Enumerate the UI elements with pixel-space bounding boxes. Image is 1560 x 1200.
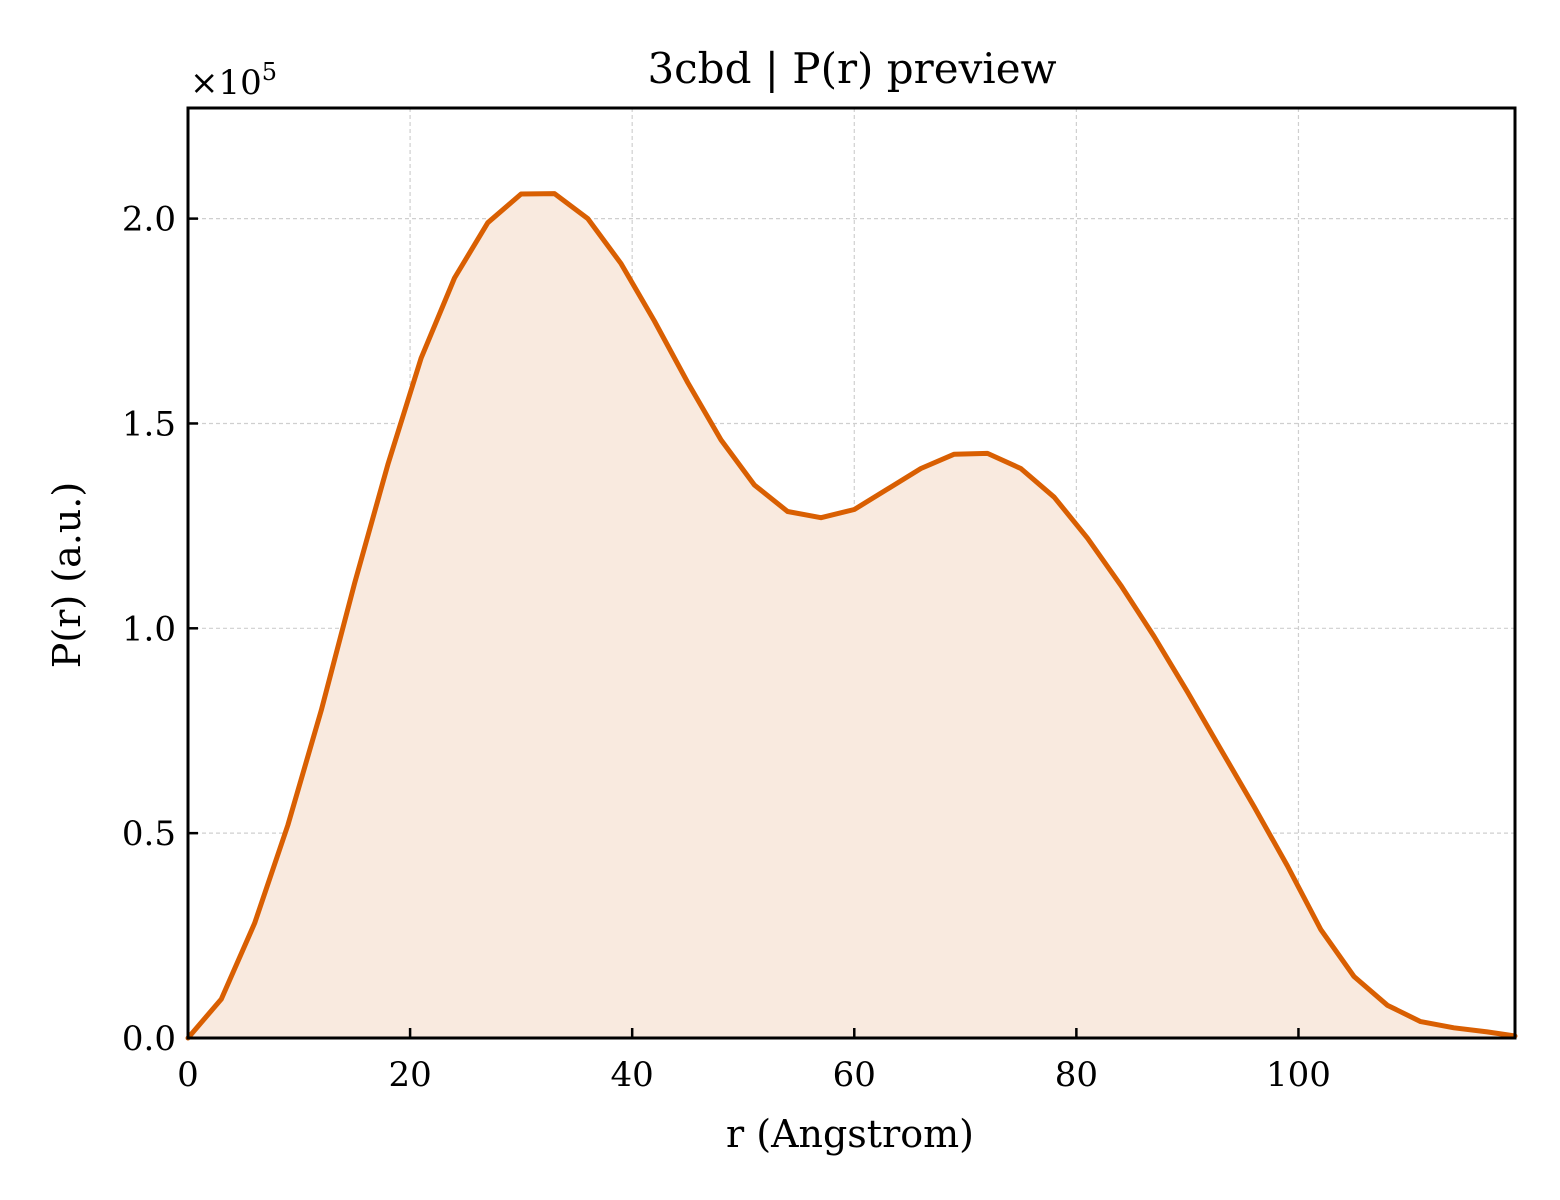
y-tick-label: 1.5: [122, 404, 176, 444]
x-ticks: 0 20 40 60 80 100: [177, 1028, 1331, 1095]
x-tick-label: 80: [1055, 1055, 1098, 1095]
plot-frame: [186, 106, 1517, 1040]
x-tick-label: 60: [833, 1055, 876, 1095]
x-tick-label: 100: [1266, 1055, 1331, 1095]
y-tick-label: 0.5: [122, 814, 176, 854]
y-multiplier-base: ×10: [190, 63, 262, 103]
x-tick-label: 40: [611, 1055, 654, 1095]
area-fill: [188, 193, 1515, 1039]
y-multiplier: ×105: [190, 58, 277, 103]
chart-title: 3cbd | P(r) preview: [647, 44, 1056, 93]
y-axis-label: P(r) (a.u.): [45, 482, 89, 668]
y-tick-label: 1.0: [122, 609, 176, 649]
x-axis-label: r (Angstrom): [726, 1112, 974, 1156]
x-tick-label: 20: [388, 1055, 431, 1095]
y-tick-label: 0.0: [122, 1019, 176, 1059]
series-line: [185, 191, 1518, 1041]
x-tick-label: 0: [177, 1055, 199, 1095]
y-ticks: 0.0 0.5 1.0 1.5 2.0: [122, 200, 198, 1059]
y-multiplier-exponent: 5: [262, 58, 277, 86]
y-tick-label: 2.0: [122, 200, 176, 240]
